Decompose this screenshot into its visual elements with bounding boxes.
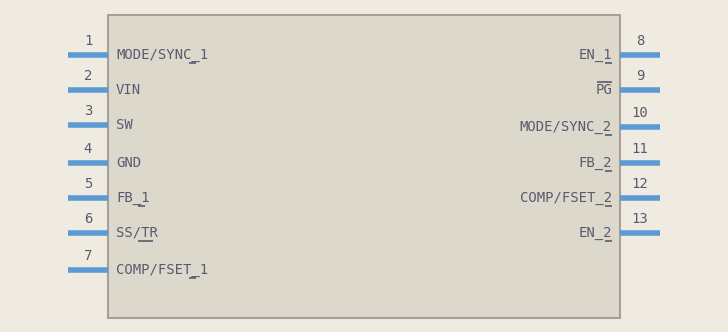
Text: COMP/FSET_2: COMP/FSET_2 [520, 191, 612, 205]
Text: GND: GND [116, 156, 141, 170]
Text: 2: 2 [84, 69, 92, 83]
Text: EN_2: EN_2 [579, 226, 612, 240]
Text: COMP/FSET_1: COMP/FSET_1 [116, 263, 208, 277]
Text: 7: 7 [84, 249, 92, 263]
Text: 1: 1 [84, 34, 92, 48]
Text: SS/TR: SS/TR [116, 226, 158, 240]
Text: 5: 5 [84, 177, 92, 191]
Text: 9: 9 [636, 69, 644, 83]
Text: SW: SW [116, 118, 132, 132]
Text: 10: 10 [632, 106, 649, 120]
Text: 4: 4 [84, 142, 92, 156]
Text: 3: 3 [84, 104, 92, 118]
Text: PG: PG [596, 83, 612, 97]
Bar [108, 15, 620, 318]
Text: VIN: VIN [116, 83, 141, 97]
Text: 12: 12 [632, 177, 649, 191]
Text: 8: 8 [636, 34, 644, 48]
Text: MODE/SYNC_2: MODE/SYNC_2 [520, 120, 612, 134]
Text: FB_1: FB_1 [116, 191, 149, 205]
Text: 13: 13 [632, 212, 649, 226]
Text: MODE/SYNC_1: MODE/SYNC_1 [116, 48, 208, 62]
Text: FB_2: FB_2 [579, 156, 612, 170]
Text: 6: 6 [84, 212, 92, 226]
Text: EN_1: EN_1 [579, 48, 612, 62]
Text: 11: 11 [632, 142, 649, 156]
